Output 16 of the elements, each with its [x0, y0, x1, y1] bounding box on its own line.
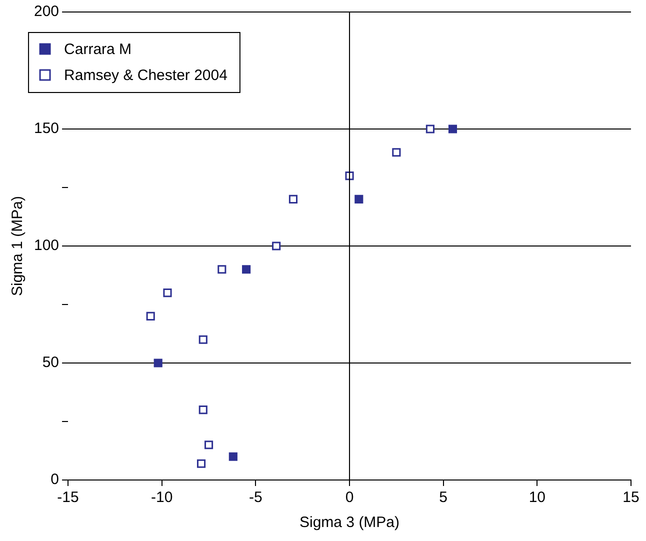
x-tick-label: 15 [622, 489, 640, 506]
y-tick-label: 150 [34, 120, 60, 138]
x-tick-label: -15 [57, 489, 79, 506]
x-tick-label: -5 [249, 489, 262, 506]
x-tick-label: 5 [439, 489, 448, 506]
legend-label: Carrara M [64, 41, 132, 58]
x-tick-label: 10 [528, 489, 546, 506]
y-tick-label: 0 [50, 471, 60, 488]
x-tick-label: -10 [151, 489, 173, 506]
y-tick-label: 50 [42, 354, 60, 372]
x-tick-label: 0 [345, 489, 354, 506]
y-axis-title: Sigma 1 (MPa) [9, 196, 26, 296]
y-tick-label: 200 [34, 3, 60, 20]
legend-label: Ramsey & Chester 2004 [64, 67, 228, 84]
y-tick-label: 100 [34, 237, 60, 254]
x-axis-title: Sigma 3 (MPa) [300, 514, 400, 532]
